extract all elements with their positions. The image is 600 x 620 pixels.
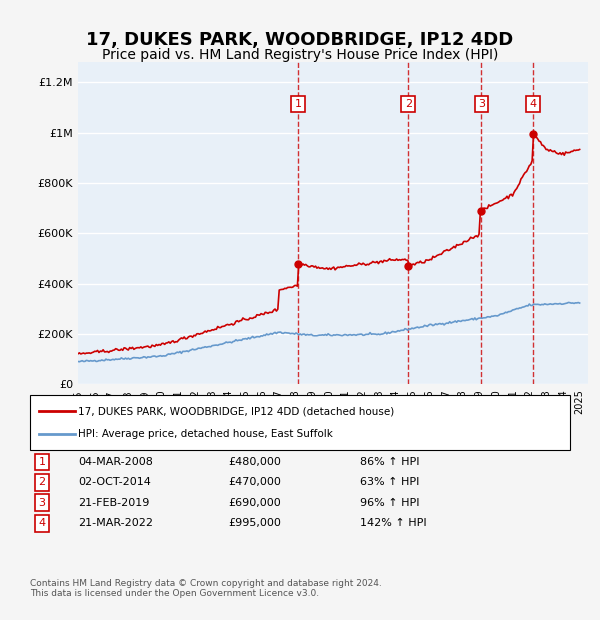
Text: 4: 4 [530, 99, 537, 109]
Text: 63% ↑ HPI: 63% ↑ HPI [360, 477, 419, 487]
Text: 04-MAR-2008: 04-MAR-2008 [78, 457, 153, 467]
Text: 17, DUKES PARK, WOODBRIDGE, IP12 4DD: 17, DUKES PARK, WOODBRIDGE, IP12 4DD [86, 31, 514, 50]
Text: £690,000: £690,000 [228, 498, 281, 508]
Text: 1: 1 [38, 457, 46, 467]
Text: 4: 4 [38, 518, 46, 528]
Text: £995,000: £995,000 [228, 518, 281, 528]
Text: 21-MAR-2022: 21-MAR-2022 [78, 518, 153, 528]
Text: 17, DUKES PARK, WOODBRIDGE, IP12 4DD (detached house): 17, DUKES PARK, WOODBRIDGE, IP12 4DD (de… [78, 406, 394, 416]
Text: 2: 2 [404, 99, 412, 109]
Text: 96% ↑ HPI: 96% ↑ HPI [360, 498, 419, 508]
Text: Price paid vs. HM Land Registry's House Price Index (HPI): Price paid vs. HM Land Registry's House … [102, 48, 498, 61]
Text: £470,000: £470,000 [228, 477, 281, 487]
Text: 02-OCT-2014: 02-OCT-2014 [78, 477, 151, 487]
Text: HPI: Average price, detached house, East Suffolk: HPI: Average price, detached house, East… [78, 429, 333, 439]
Text: £480,000: £480,000 [228, 457, 281, 467]
Text: 86% ↑ HPI: 86% ↑ HPI [360, 457, 419, 467]
Text: 21-FEB-2019: 21-FEB-2019 [78, 498, 149, 508]
Text: Contains HM Land Registry data © Crown copyright and database right 2024.
This d: Contains HM Land Registry data © Crown c… [30, 579, 382, 598]
Text: 3: 3 [478, 99, 485, 109]
Text: 2: 2 [38, 477, 46, 487]
Text: 142% ↑ HPI: 142% ↑ HPI [360, 518, 427, 528]
Text: 1: 1 [295, 99, 302, 109]
Text: 3: 3 [38, 498, 46, 508]
